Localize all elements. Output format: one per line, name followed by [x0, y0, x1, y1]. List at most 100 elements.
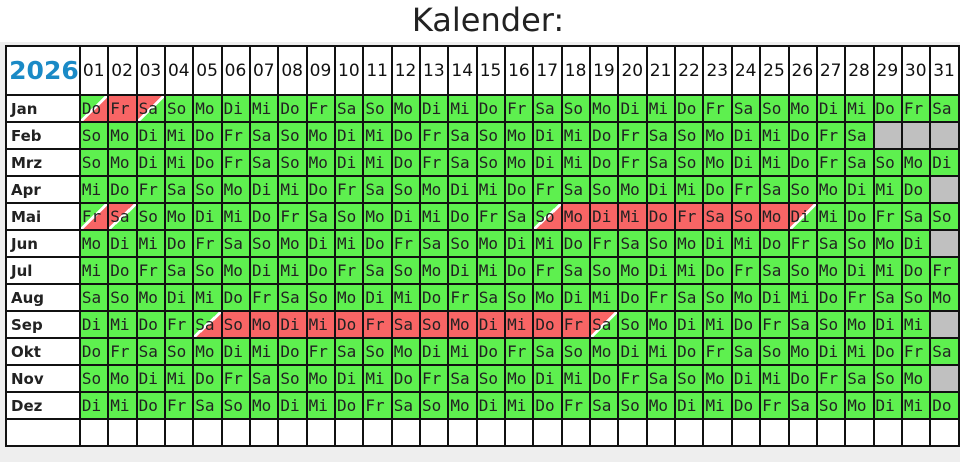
- day-cell[interactable]: Sa: [617, 229, 648, 258]
- day-cell[interactable]: Di: [702, 229, 733, 258]
- day-cell[interactable]: Sa: [163, 175, 195, 204]
- day-cell[interactable]: Mo: [900, 364, 932, 393]
- day-cell[interactable]: Mi: [844, 94, 875, 123]
- day-cell[interactable]: Do: [475, 337, 507, 366]
- day-cell[interactable]: Di: [362, 283, 393, 312]
- day-cell[interactable]: Sa: [645, 121, 677, 150]
- day-cell[interactable]: Fr: [220, 364, 251, 393]
- day-cell[interactable]: Fr: [787, 229, 818, 258]
- day-cell[interactable]: Fr: [220, 148, 251, 177]
- day-cell-vacation[interactable]: Sa: [107, 202, 138, 231]
- day-cell[interactable]: Di: [815, 94, 847, 123]
- day-cell[interactable]: Fr: [305, 94, 337, 123]
- day-cell[interactable]: Do: [107, 256, 138, 285]
- day-cell[interactable]: So: [78, 364, 110, 393]
- day-cell[interactable]: Mo: [900, 148, 932, 177]
- day-cell[interactable]: Mo: [220, 175, 251, 204]
- day-cell[interactable]: Di: [248, 175, 280, 204]
- day-cell[interactable]: Fr: [135, 256, 166, 285]
- day-cell-vacation[interactable]: Fr: [78, 202, 110, 231]
- day-cell[interactable]: Di: [815, 337, 847, 366]
- day-cell-vacation[interactable]: Fr: [674, 202, 705, 231]
- day-cell[interactable]: So: [815, 391, 847, 420]
- day-cell[interactable]: Do: [929, 391, 960, 420]
- day-cell[interactable]: So: [107, 283, 138, 312]
- day-cell[interactable]: Do: [815, 283, 847, 312]
- day-cell[interactable]: Do: [362, 229, 393, 258]
- day-cell[interactable]: Mi: [759, 364, 790, 393]
- day-cell[interactable]: Fr: [844, 283, 875, 312]
- day-cell[interactable]: Sa: [532, 94, 563, 123]
- day-cell[interactable]: Mi: [844, 337, 875, 366]
- day-cell[interactable]: Mi: [163, 364, 195, 393]
- day-cell[interactable]: Do: [334, 391, 365, 420]
- day-cell[interactable]: Fr: [305, 337, 337, 366]
- day-cell[interactable]: Do: [787, 148, 818, 177]
- day-cell[interactable]: Fr: [504, 337, 535, 366]
- day-cell[interactable]: Do: [730, 310, 762, 339]
- day-cell[interactable]: Do: [277, 337, 308, 366]
- day-cell[interactable]: So: [702, 283, 733, 312]
- day-cell[interactable]: Do: [844, 202, 875, 231]
- day-cell[interactable]: Mo: [107, 121, 138, 150]
- day-cell[interactable]: Fr: [730, 175, 762, 204]
- day-cell[interactable]: Fr: [589, 229, 620, 258]
- day-cell[interactable]: Sa: [475, 283, 507, 312]
- day-cell[interactable]: Fr: [900, 337, 932, 366]
- day-cell[interactable]: Mo: [305, 148, 337, 177]
- day-cell[interactable]: Mi: [334, 229, 365, 258]
- day-cell[interactable]: Do: [617, 283, 648, 312]
- day-cell[interactable]: Mi: [163, 148, 195, 177]
- day-cell[interactable]: Mo: [305, 121, 337, 150]
- day-cell[interactable]: Mi: [560, 148, 592, 177]
- day-cell[interactable]: Do: [192, 148, 223, 177]
- day-cell[interactable]: Di: [78, 391, 110, 420]
- day-cell[interactable]: Di: [674, 310, 705, 339]
- day-cell[interactable]: Do: [787, 364, 818, 393]
- day-cell[interactable]: Mo: [815, 256, 847, 285]
- day-cell[interactable]: Sa: [447, 148, 478, 177]
- day-cell[interactable]: Do: [390, 148, 422, 177]
- day-cell[interactable]: So: [759, 94, 790, 123]
- day-cell[interactable]: Fr: [192, 229, 223, 258]
- day-cell[interactable]: Do: [900, 256, 932, 285]
- day-cell[interactable]: Sa: [645, 148, 677, 177]
- day-cell[interactable]: Mo: [617, 175, 648, 204]
- day-cell[interactable]: Mi: [135, 229, 166, 258]
- day-cell[interactable]: Mo: [504, 121, 535, 150]
- day-cell[interactable]: Di: [334, 148, 365, 177]
- day-cell[interactable]: Mi: [730, 229, 762, 258]
- day-cell[interactable]: Do: [900, 175, 932, 204]
- day-cell[interactable]: Fr: [419, 148, 450, 177]
- day-cell[interactable]: Fr: [390, 229, 422, 258]
- day-cell-vacation[interactable]: So: [220, 310, 251, 339]
- day-cell[interactable]: Di: [277, 391, 308, 420]
- day-cell[interactable]: Do: [702, 256, 733, 285]
- day-cell[interactable]: Fr: [419, 121, 450, 150]
- day-cell[interactable]: Mo: [220, 256, 251, 285]
- day-cell[interactable]: Fr: [617, 148, 648, 177]
- day-cell[interactable]: Mi: [248, 94, 280, 123]
- day-cell[interactable]: So: [872, 364, 903, 393]
- day-cell[interactable]: Di: [617, 94, 648, 123]
- day-cell[interactable]: Fr: [815, 364, 847, 393]
- day-cell[interactable]: Mo: [248, 391, 280, 420]
- day-cell[interactable]: Mi: [305, 391, 337, 420]
- day-cell[interactable]: Do: [163, 229, 195, 258]
- day-cell[interactable]: Do: [220, 283, 251, 312]
- day-cell[interactable]: Do: [447, 202, 478, 231]
- day-cell[interactable]: Mo: [872, 229, 903, 258]
- day-cell-vacation[interactable]: Mi: [504, 310, 535, 339]
- day-cell[interactable]: Di: [872, 310, 903, 339]
- day-cell[interactable]: So: [872, 148, 903, 177]
- day-cell[interactable]: Di: [163, 283, 195, 312]
- day-cell[interactable]: Sa: [730, 94, 762, 123]
- day-cell[interactable]: Do: [532, 391, 563, 420]
- day-cell[interactable]: Mo: [645, 391, 677, 420]
- day-cell-vacation[interactable]: Mo: [560, 202, 592, 231]
- day-cell[interactable]: Fr: [815, 148, 847, 177]
- day-cell[interactable]: Mi: [674, 256, 705, 285]
- day-cell[interactable]: Sa: [589, 391, 620, 420]
- day-cell[interactable]: Sa: [560, 256, 592, 285]
- day-cell-vacation[interactable]: Mo: [759, 202, 790, 231]
